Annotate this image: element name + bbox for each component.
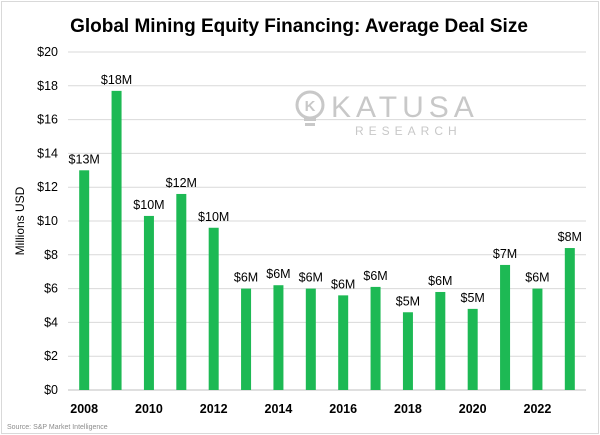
data-label-2017: $6M [363,269,387,283]
watermark-brand: KATUSA [331,91,479,124]
bar-2020 [467,308,478,390]
y-tick-label: $0 [44,383,58,397]
y-axis-label: Millions USD [13,186,27,255]
data-label-2019: $6M [428,274,452,288]
y-tick-label: $18 [37,79,58,93]
svg-text:K: K [305,98,316,115]
data-labels: $13M$18M$10M$12M$10M$6M $6M $6M $6M$6M$5M$6… [69,73,582,308]
bar-2009 [111,90,122,391]
gridlines [68,51,586,391]
data-label-2008: $13M [69,152,100,166]
bar-2014 [273,285,284,390]
y-tick-label: $20 [37,45,58,59]
x-axis-ticks: 2008 2010 2012 2014 2016 2018 2020 2022 [70,402,551,416]
data-label-2018: $5M [396,294,420,308]
y-tick-label: $14 [37,146,58,160]
y-tick-label: $2 [44,349,58,363]
bar-2011 [176,193,187,390]
bar-2015 [305,288,316,390]
y-tick-label: $10 [37,214,58,228]
bar-2017 [370,286,381,390]
bar-2012 [208,227,219,390]
bar-2021 [500,264,511,390]
data-label-2022: $6M [525,271,549,285]
data-label-2011: $12M [166,176,197,190]
data-label-2009: $18M [101,73,132,87]
watermark: K KATUSA RESEARCH [295,90,479,138]
y-tick-label: $4 [44,315,58,329]
watermark-sub: RESEARCH [355,124,462,138]
source-note: Source: S&P Market Intelligence [7,424,108,431]
y-tick-label: $6 [44,282,58,296]
bar-2016 [338,295,349,390]
bar-2008 [79,170,90,390]
bars [79,90,575,391]
y-tick-label: $8 [44,248,58,262]
bar-2019 [435,291,446,390]
data-label-2013: $6M [234,271,258,285]
data-label-2012: $10M [198,210,229,224]
bar-2010 [143,215,154,390]
y-axis-ticks: $0 $2 $4 $6 $8 $10 $12 $14 $16 $18 $20 [37,45,58,397]
x-tick-label: 2008 [70,402,98,416]
data-label-2010: $10M [133,198,164,212]
bar-2013 [241,288,252,390]
x-tick-label: 2016 [329,402,357,416]
y-tick-label: $16 [37,113,58,127]
data-label-2016: $6M [331,277,355,291]
x-tick-label: 2020 [459,402,487,416]
data-label-2014: $6M [266,267,290,281]
y-tick-label: $12 [37,180,58,194]
x-tick-label: 2014 [265,402,293,416]
x-tick-label: 2022 [524,402,552,416]
x-tick-label: 2010 [135,402,163,416]
chart-title: Global Mining Equity Financing: Average … [70,16,528,37]
bar-2022 [532,288,543,390]
data-label-2020: $5M [461,291,485,305]
bar-2023 [564,248,575,390]
x-tick-label: 2012 [200,402,228,416]
x-tick-label: 2018 [394,402,422,416]
data-label-2023: $8M [558,230,582,244]
bar-2018 [402,312,413,390]
lightbulb-k-icon: K [295,90,325,126]
data-label-2015: $6M [299,271,323,285]
data-label-2021: $7M [493,247,517,261]
